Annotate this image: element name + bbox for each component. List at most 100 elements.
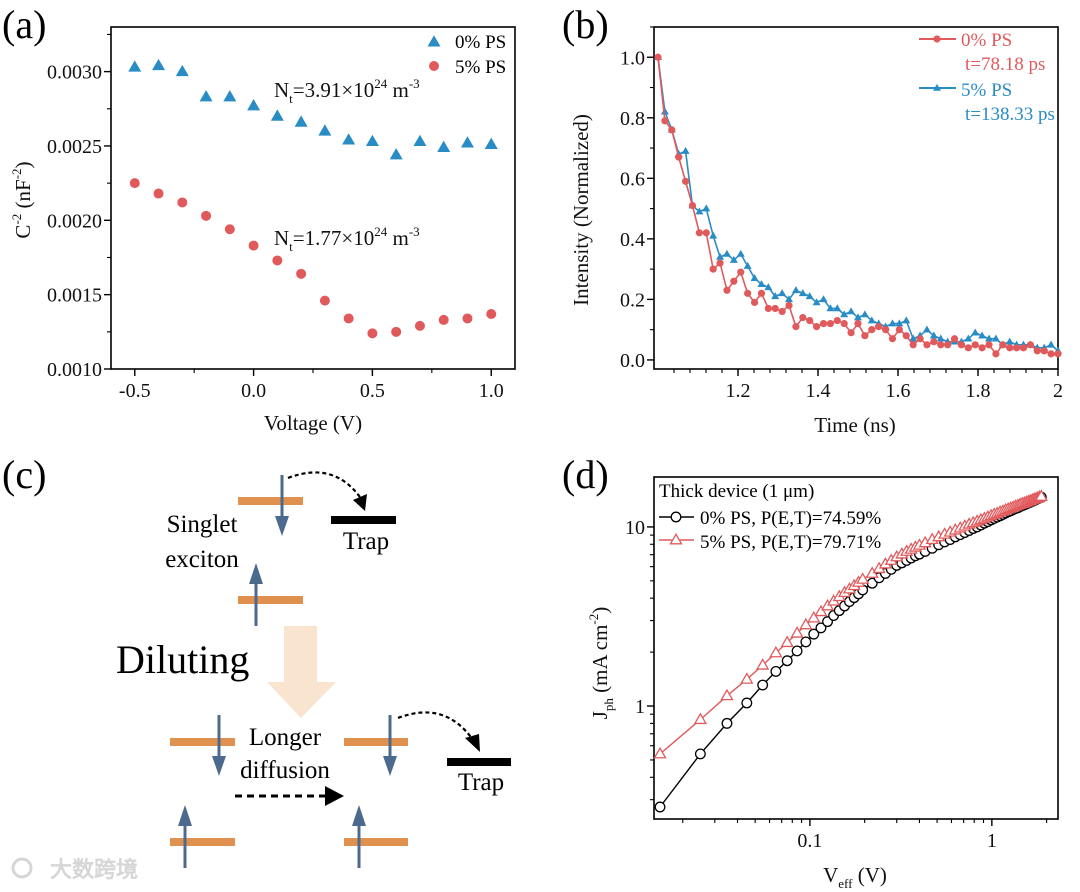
dashed-curved-arrow-icon <box>397 711 480 752</box>
data-point-circle <box>177 197 188 208</box>
data-point-circle <box>723 286 731 294</box>
legend-label-0pct: 0% PS, P(E,T)=74.59% <box>700 508 881 529</box>
panel-a-chart: Voltage (V) C-2 (nF-2) 0% PS 5% PS Nt=3.… <box>9 26 516 435</box>
y-tick-label: 1.0 <box>620 47 645 69</box>
y-label-mid: (mA cm <box>588 625 612 699</box>
data-point-triangle <box>798 289 807 297</box>
data-point-circle <box>1019 344 1028 352</box>
data-point-circle <box>999 341 1007 349</box>
data-point-triangle <box>484 137 498 149</box>
data-point-circle <box>1012 344 1021 352</box>
data-point-open-triangle <box>653 746 667 759</box>
data-point-triangle <box>826 304 835 312</box>
data-point-open-circle <box>815 622 827 634</box>
data-point-circle <box>840 320 848 328</box>
data-point-open-circle <box>694 748 706 760</box>
data-point-triangle <box>847 307 856 315</box>
x-tick-label: 1.0 <box>479 380 504 402</box>
data-point-circle <box>319 295 330 306</box>
legend-marker-open-triangle <box>669 532 683 545</box>
data-point-circle <box>861 332 869 340</box>
annot-value: =1.77×10 <box>293 226 374 250</box>
y-label-base: C <box>11 225 35 239</box>
data-point-circle <box>661 117 669 125</box>
data-point-circle <box>702 229 710 237</box>
data-point-circle <box>675 153 683 161</box>
data-point-triangle <box>936 334 945 342</box>
data-point-circle <box>201 210 212 221</box>
data-point-triangle <box>342 133 356 145</box>
data-point-circle <box>716 259 724 267</box>
x-tick-label: 1.6 <box>886 380 911 402</box>
energy-level-bar <box>344 838 408 846</box>
x-tick-label: 1.8 <box>966 380 991 402</box>
data-point-circle <box>1006 344 1014 352</box>
data-point-circle <box>1054 350 1062 358</box>
data-point-triangle <box>247 99 261 111</box>
annot-base: N <box>274 78 289 102</box>
data-point-circle <box>902 332 910 340</box>
data-point-circle <box>771 304 779 313</box>
data-point-triangle <box>128 60 142 72</box>
data-point-triangle <box>389 148 403 160</box>
y-tick-label: 0.0010 <box>47 359 102 381</box>
x-label-sub: eff <box>838 876 853 891</box>
y-tick-label: 0.8 <box>620 108 645 130</box>
annot-unit-exp: -3 <box>409 76 420 91</box>
data-point-circle <box>414 320 425 331</box>
data-point-open-circle <box>791 645 803 657</box>
energy-level-bar <box>170 838 235 846</box>
data-point-triangle <box>812 298 821 306</box>
data-point-triangle <box>437 140 451 152</box>
legend-lifetime-0pct: t=78.18 ps <box>965 54 1045 75</box>
data-point-circle <box>737 268 745 276</box>
data-point-circle <box>1040 347 1048 355</box>
data-point-triangle <box>722 249 731 257</box>
data-point-open-circle <box>721 717 733 729</box>
data-point-circle <box>847 329 855 337</box>
spin-up-arrow-icon <box>249 563 263 626</box>
y-label-sup: -2 <box>9 214 24 225</box>
x-tick-label: -0.5 <box>119 380 151 402</box>
data-point-triangle <box>853 313 862 321</box>
trap-density-annotation-5pct: Nt=1.77×1024 m-3 <box>274 224 420 254</box>
data-point-circle <box>764 304 772 313</box>
y-tick-label: 0.0015 <box>47 285 102 307</box>
data-point-triangle <box>771 292 780 300</box>
y-axis-label: C-2 (nF-2) <box>9 161 35 238</box>
data-point-triangle <box>1005 337 1014 345</box>
data-point-circle <box>438 314 449 325</box>
annot-unit-exp: -3 <box>409 224 420 239</box>
legend-marker-circle <box>933 35 941 43</box>
y-tick-label: 0.0 <box>620 350 645 372</box>
data-point-open-triangle <box>856 572 870 584</box>
x-tick-label: 1.4 <box>806 380 831 402</box>
data-point-circle <box>792 323 800 331</box>
panel-label-c: (c) <box>2 452 46 497</box>
data-point-triangle <box>709 231 718 239</box>
data-point-circle <box>930 338 938 346</box>
data-point-circle <box>778 307 786 316</box>
data-point-open-circle <box>800 636 812 648</box>
x-tick-label: 0.1 <box>797 830 822 852</box>
data-point-circle <box>799 313 807 322</box>
data-point-circle <box>833 316 841 325</box>
data-point-circle <box>129 178 140 189</box>
legend-marker-open-circle <box>670 511 682 523</box>
series-line <box>657 57 1058 356</box>
annot-value: =3.91×10 <box>293 78 374 102</box>
spin-up-arrow-icon <box>352 805 366 868</box>
data-point-circle <box>224 224 235 235</box>
panel-c-diagram: Singlet exciton Trap Diluting Longer dif… <box>11 471 511 883</box>
data-point-circle <box>272 255 283 266</box>
x-tick-label: 2 <box>1053 380 1063 402</box>
data-point-triangle <box>819 295 828 303</box>
data-point-triangle <box>757 280 766 288</box>
data-point-circle <box>248 240 259 251</box>
data-point-triangle <box>681 146 690 154</box>
data-point-triangle <box>460 136 474 148</box>
data-point-triangle <box>971 328 980 336</box>
data-point-circle <box>888 335 897 343</box>
legend-label-5pct: 5% PS, P(E,T)=79.71% <box>700 532 881 553</box>
